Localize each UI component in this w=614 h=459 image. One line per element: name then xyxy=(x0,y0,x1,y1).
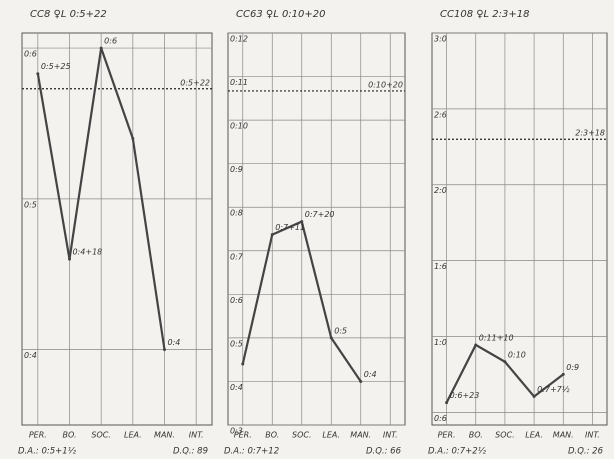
footer-dq: D.Q.: 89 xyxy=(173,447,208,457)
y-tick-label: 0:5 xyxy=(230,339,243,348)
point xyxy=(68,257,71,261)
value-label: 0:5+25 xyxy=(41,62,71,71)
point xyxy=(99,46,103,50)
value-label: 0:9 xyxy=(566,363,579,372)
y-tick-label: 0:7 xyxy=(230,252,244,261)
point xyxy=(270,233,274,237)
value-label: 0:6 xyxy=(104,37,117,46)
chart-title: CC8 ♀L 0:5+22 xyxy=(30,9,107,20)
x-tick-label: LEA. xyxy=(124,431,142,440)
x-tick-label: MAN. xyxy=(154,431,175,440)
point xyxy=(329,336,333,340)
plot-frame xyxy=(227,32,406,426)
x-tick-label: BO. xyxy=(62,431,76,440)
point xyxy=(163,348,166,352)
x-tick-label: PER. xyxy=(29,431,47,440)
y-tick-label: 0:10 xyxy=(230,122,248,131)
y-tick-label: 0:4 xyxy=(230,383,243,392)
y-tick-label: 0:12 xyxy=(230,35,248,44)
y-tick-label: 0:8 xyxy=(230,209,243,218)
x-tick-label: INT. xyxy=(383,431,398,440)
x-tick-label: SOC. xyxy=(292,431,312,440)
y-tick-label: 0:6 xyxy=(24,50,37,59)
reference-label: 0:5+22 xyxy=(180,78,210,87)
value-label: 0:11+10 xyxy=(479,333,514,342)
x-tick-label: INT. xyxy=(189,431,204,440)
point xyxy=(503,360,507,364)
value-label: 0:5 xyxy=(334,326,347,335)
footer-dq: D.Q.: 26 xyxy=(568,447,604,457)
x-tick-label: PER. xyxy=(438,431,456,440)
y-tick-label: 0:6 xyxy=(230,296,243,305)
x-tick-label: INT. xyxy=(585,431,600,440)
point xyxy=(36,72,40,76)
plot-frame xyxy=(21,32,213,426)
y-tick-label: 2:6 xyxy=(434,110,447,119)
footer-da: D.A.: 0:7+12 xyxy=(224,447,279,457)
reference-label: 2:3+18 xyxy=(575,129,605,138)
point xyxy=(241,362,245,366)
plot-frame xyxy=(431,32,608,426)
point xyxy=(561,372,565,376)
y-tick-label: 0:11 xyxy=(230,78,248,87)
value-label: 0:4+18 xyxy=(73,248,103,257)
x-tick-label: SOC. xyxy=(91,431,111,440)
point xyxy=(532,395,536,399)
footer-da: D.A.: 0:7+2½ xyxy=(428,447,487,457)
x-tick-label: SOC. xyxy=(495,431,515,440)
y-tick-label: 1:6 xyxy=(434,262,447,271)
y-tick-label: 2:0 xyxy=(434,186,447,195)
y-tick-label: 3:0 xyxy=(434,35,447,44)
point xyxy=(359,379,363,383)
chart-title: CC63 ♀L 0:10+20 xyxy=(236,9,326,20)
point xyxy=(131,137,135,141)
point xyxy=(445,401,449,405)
y-tick-label: 0:5 xyxy=(24,200,37,209)
point xyxy=(300,220,304,224)
x-tick-label: MAN. xyxy=(553,431,574,440)
y-tick-label: 0:6 xyxy=(434,414,447,423)
y-tick-label: 1:0 xyxy=(434,338,447,347)
value-label: 0:7+11 xyxy=(275,223,305,232)
value-label: 0:7+7½ xyxy=(537,385,570,394)
value-label: 0:10 xyxy=(508,350,526,359)
value-label: 0:6+23 xyxy=(450,391,480,400)
x-tick-label: BO. xyxy=(265,431,279,440)
chart-title: CC108 ♀L 2:3+18 xyxy=(440,9,530,20)
value-label: 0:4 xyxy=(168,338,181,347)
value-label: 0:7+20 xyxy=(305,210,335,219)
x-tick-label: LEA. xyxy=(525,431,543,440)
x-tick-label: BO. xyxy=(469,431,483,440)
y-tick-label: 0:4 xyxy=(24,351,37,360)
value-label: 0:4 xyxy=(364,370,377,379)
footer-dq: D.Q.: 66 xyxy=(366,447,402,457)
y-tick-label: 0:3 xyxy=(230,427,243,436)
point xyxy=(474,343,478,347)
x-tick-label: PER. xyxy=(234,431,252,440)
x-tick-label: MAN. xyxy=(350,431,371,440)
y-tick-label: 0:9 xyxy=(230,165,243,174)
reference-label: 0:10+20 xyxy=(368,80,403,89)
footer-da: D.A.: 0:5+1½ xyxy=(18,447,77,457)
x-tick-label: LEA. xyxy=(322,431,340,440)
